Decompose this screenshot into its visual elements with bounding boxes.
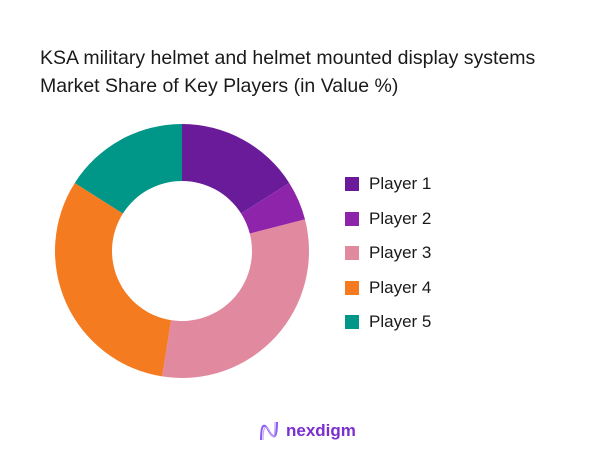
chart-title: KSA military helmet and helmet mounted d… <box>40 47 536 97</box>
nexdigm-logo-icon <box>260 421 278 441</box>
legend-label: Player 4 <box>369 277 432 297</box>
legend-item: Player 1 <box>345 174 431 194</box>
legend-swatch <box>345 280 359 295</box>
slice-player-3 <box>162 219 309 379</box>
slice-player-4 <box>55 182 172 377</box>
legend-label: Player 1 <box>369 174 432 193</box>
nexdigm-logo: nexdigm <box>258 420 356 442</box>
legend-item: Player 3 <box>345 243 431 263</box>
legend-swatch <box>345 177 359 191</box>
slice-player-2 <box>241 182 306 234</box>
legend-item: Player 4 <box>345 278 431 298</box>
legend-swatch <box>345 211 359 226</box>
slice-player-5 <box>74 124 182 214</box>
legend-swatch <box>345 315 359 329</box>
legend-label: Player 3 <box>369 243 432 262</box>
legend-label: Player 2 <box>369 208 432 228</box>
legend-swatch <box>345 246 359 260</box>
legend-item: Player 2 <box>345 209 431 229</box>
legend-label: Player 5 <box>369 312 432 331</box>
brand-name: nexdigm <box>286 421 356 440</box>
legend-item: Player 5 <box>345 312 431 332</box>
slice-player-1 <box>182 124 290 214</box>
